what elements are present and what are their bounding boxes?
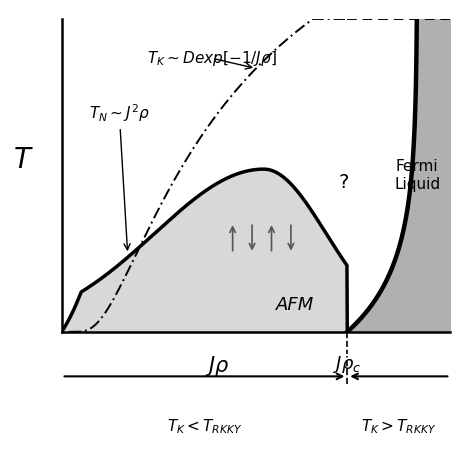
Text: $T_N \sim J^2\rho$: $T_N \sim J^2\rho$ <box>89 102 150 250</box>
Text: $T_K>T_{RKKY}$: $T_K>T_{RKKY}$ <box>361 417 437 436</box>
Text: $T_K< T_{RKKY}$: $T_K< T_{RKKY}$ <box>167 417 242 436</box>
Text: $T_K \sim Dexp[-1/J\rho]$: $T_K \sim Dexp[-1/J\rho]$ <box>147 49 277 69</box>
Text: AFM: AFM <box>276 296 314 314</box>
Text: $J\rho$: $J\rho$ <box>205 354 229 378</box>
Text: ?: ? <box>338 173 348 192</box>
Text: $J\rho_c$: $J\rho_c$ <box>333 354 362 375</box>
Text: Fermi
Liquid: Fermi Liquid <box>394 159 440 191</box>
Text: T: T <box>14 146 31 174</box>
